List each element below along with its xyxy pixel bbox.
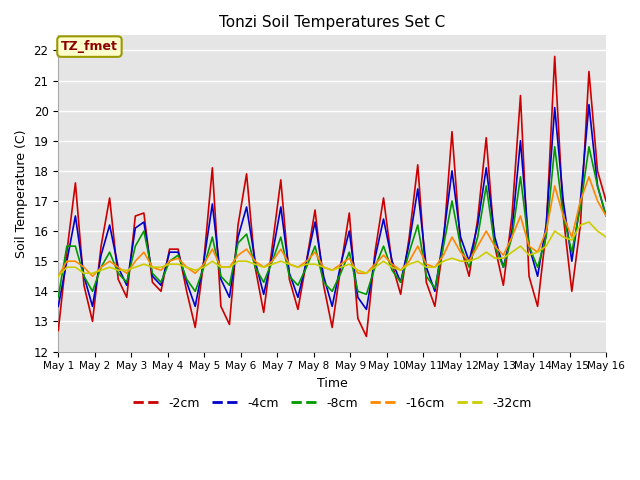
- Y-axis label: Soil Temperature (C): Soil Temperature (C): [15, 129, 28, 258]
- Legend: -2cm, -4cm, -8cm, -16cm, -32cm: -2cm, -4cm, -8cm, -16cm, -32cm: [128, 392, 536, 415]
- Title: Tonzi Soil Temperatures Set C: Tonzi Soil Temperatures Set C: [219, 15, 445, 30]
- Text: TZ_fmet: TZ_fmet: [61, 40, 118, 53]
- X-axis label: Time: Time: [317, 377, 348, 390]
